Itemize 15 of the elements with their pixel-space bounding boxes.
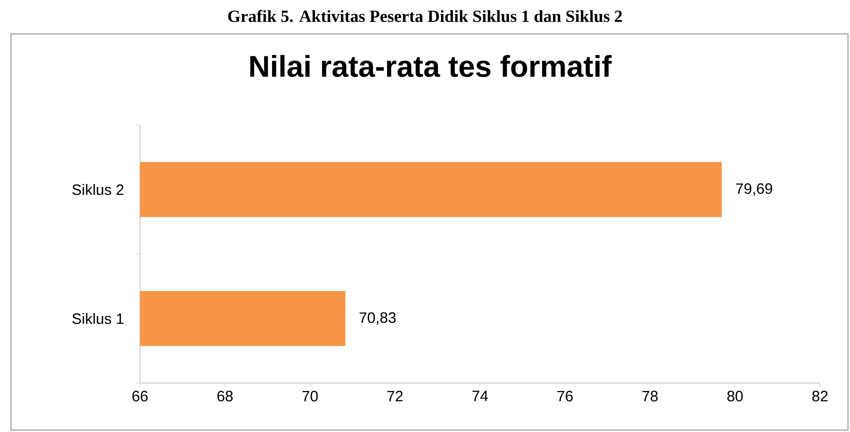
x-tick-label: 82 [812,390,828,402]
y-tick-label: Siklus 1 [72,312,124,324]
x-tick-label: 68 [217,390,233,402]
x-tick-label: 70 [302,390,318,402]
x-tick-label: 72 [387,390,403,402]
y-tick-label: Siklus 2 [72,184,124,196]
chart-title: Nilai rata-rata tes formatif [250,54,612,78]
text: Grafik 5. Aktivitas Peserta Didik Siklus 1 dan Siklus 2 [228,10,622,22]
data-label: 79,69 [736,183,772,196]
x-tick-label: 74 [472,390,488,402]
x-tick-label: 80 [727,390,743,402]
x-tick-label: 78 [642,390,658,402]
x-tick-label: 66 [132,390,148,402]
x-tick-label: 76 [557,390,573,402]
data-label: 70,83 [360,312,396,325]
